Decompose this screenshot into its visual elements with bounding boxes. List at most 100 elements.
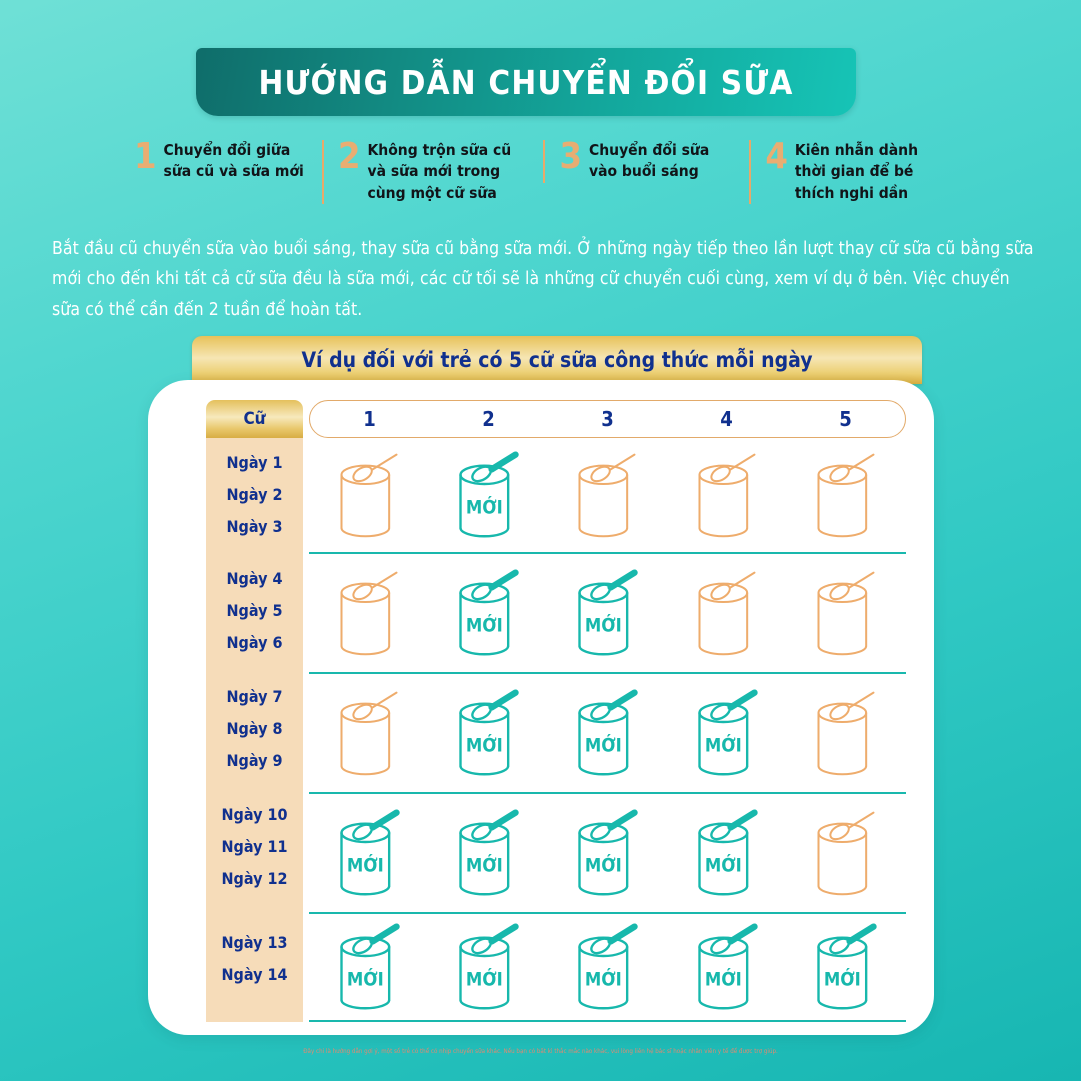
new-milk-can-icon: MỚI	[459, 809, 519, 896]
tip-number: 1	[134, 136, 157, 177]
can-cell-4: MỚI	[683, 683, 771, 783]
tip-text: Không trộn sữa cũ và sữa mới trong cùng …	[367, 141, 512, 202]
day-label: Ngày 13	[221, 933, 288, 952]
svg-text:MỚI: MỚI	[347, 968, 384, 990]
tip-3: 3 Chuyển đổi sữa vào buổi sáng	[543, 136, 749, 183]
footer-disclaimer: Đây chỉ là hướng dẫn gợi ý, một số trẻ c…	[303, 1048, 778, 1055]
tips-row: 1 Chuyển đổi giữa sữa cũ và sữa mới 2 Không…	[120, 136, 965, 205]
new-milk-can-icon: MỚI	[578, 923, 639, 1010]
example-banner-title: Ví dụ đối với trẻ có 5 cữ sữa công thức …	[301, 348, 813, 372]
can-cell-3	[563, 445, 651, 545]
old-milk-can-icon	[698, 571, 756, 656]
day-block: Ngày 1 Ngày 2 Ngày 3	[206, 438, 303, 552]
can-cell-1	[325, 445, 413, 545]
tip-1: 1 Chuyển đổi giữa sữa cũ và sữa mới	[120, 136, 322, 183]
old-milk-can-icon	[817, 811, 875, 896]
can-cell-2: MỚI	[444, 563, 532, 663]
tip-2: 2 Không trộn sữa cũ và sữa mới trong cùng…	[321, 136, 544, 205]
old-milk-can-icon	[578, 453, 636, 538]
day-label: Ngày 5	[226, 601, 283, 620]
day-block: Ngày 10 Ngày 11 Ngày 12	[206, 788, 303, 906]
day-block: Ngày 7 Ngày 8 Ngày 9	[206, 670, 303, 788]
can-cell-4	[683, 563, 771, 663]
old-milk-can-icon	[698, 453, 756, 538]
column-headers: 1 2 3 4 5	[309, 400, 906, 438]
day-label: Ngày 12	[221, 869, 288, 888]
can-cell-2: MỚI	[444, 445, 532, 545]
day-label: Ngày 8	[226, 719, 283, 738]
can-cell-5	[802, 563, 890, 663]
new-milk-can-icon: MỚI	[578, 809, 639, 896]
can-cell-1	[325, 683, 413, 783]
title-banner-bg: HƯỚNG DẪN CHUYỂN ĐỔI SỮA	[196, 48, 856, 116]
new-milk-can-icon: MỚI	[459, 689, 519, 776]
new-milk-can-icon: MỚI	[459, 451, 519, 538]
tip-number: 3	[559, 136, 582, 177]
svg-text:MỚI: MỚI	[824, 968, 861, 990]
day-label: Ngày 9	[226, 751, 283, 770]
table-header-row: Cữ 1 2 3 4 5	[206, 400, 906, 438]
can-cell-3: MỚI	[563, 917, 651, 1017]
can-row-block: MỚI MỚI MỚI MỚI MỚI	[309, 914, 906, 1022]
new-milk-can-icon: MỚI	[578, 689, 639, 776]
svg-text:MỚI: MỚI	[585, 968, 622, 990]
svg-text:MỚI: MỚI	[585, 734, 622, 756]
svg-text:MỚI: MỚI	[466, 968, 503, 990]
day-label: Ngày 4	[226, 569, 283, 588]
old-milk-can-icon	[817, 453, 875, 538]
can-row-block: MỚI MỚI MỚI MỚI	[309, 794, 906, 914]
can-cell-2: MỚI	[444, 803, 532, 903]
can-cell-5: MỚI	[802, 917, 890, 1017]
can-cell-5	[802, 803, 890, 903]
svg-text:MỚI: MỚI	[466, 614, 503, 636]
example-banner: Ví dụ đối với trẻ có 5 cữ sữa công thức …	[192, 336, 922, 384]
svg-text:MỚI: MỚI	[466, 734, 503, 756]
title-banner: HƯỚNG DẪN CHUYỂN ĐỔI SỮA	[196, 48, 856, 116]
can-cell-5	[802, 445, 890, 545]
tip-number: 4	[765, 136, 788, 177]
old-milk-can-icon	[817, 571, 875, 656]
can-cell-1	[325, 563, 413, 663]
day-label: Ngày 11	[221, 837, 288, 856]
can-cell-4: MỚI	[683, 803, 771, 903]
can-cell-3: MỚI	[563, 683, 651, 783]
svg-text:MỚI: MỚI	[466, 854, 503, 876]
new-milk-can-icon: MỚI	[817, 923, 877, 1010]
svg-text:MỚI: MỚI	[585, 854, 622, 876]
svg-text:MỚI: MỚI	[705, 968, 742, 990]
row-header-label-cell: Cữ	[206, 400, 303, 438]
can-row-block: MỚI MỚI	[309, 554, 906, 674]
can-cell-5	[802, 683, 890, 783]
day-label: Ngày 3	[226, 517, 283, 536]
tip-text: Kiên nhẫn dành thời gian để bé thích ngh…	[794, 141, 919, 202]
day-block: Ngày 13 Ngày 14	[206, 906, 303, 1012]
day-column: Ngày 1 Ngày 2 Ngày 3 Ngày 4 Ngày 5 Ngày 6 Ngày…	[206, 438, 303, 1022]
day-label: Ngày 7	[226, 687, 283, 706]
can-row-block: MỚI	[309, 438, 906, 554]
tip-4: 4 Kiên nhẫn dành thời gian để bé thích ng…	[749, 136, 965, 205]
old-milk-can-icon	[817, 691, 875, 776]
column-header-5: 5	[839, 407, 852, 431]
day-block: Ngày 4 Ngày 5 Ngày 6	[206, 552, 303, 670]
can-cell-1: MỚI	[325, 803, 413, 903]
column-header-4: 4	[720, 407, 733, 431]
tip-number: 2	[337, 136, 361, 177]
new-milk-can-icon: MỚI	[459, 923, 519, 1010]
new-milk-can-icon: MỚI	[578, 569, 639, 656]
page-title: HƯỚNG DẪN CHUYỂN ĐỔI SỮA	[258, 62, 794, 102]
day-label: Ngày 6	[226, 633, 283, 652]
old-milk-can-icon	[340, 691, 398, 776]
svg-text:MỚI: MỚI	[705, 854, 742, 876]
can-cell-1: MỚI	[325, 917, 413, 1017]
intro-paragraph: Bắt đầu cũ chuyển sữa vào buổi sáng, tha…	[52, 239, 1034, 320]
tip-text: Chuyển đổi sữa vào buổi sáng	[589, 141, 710, 181]
column-header-2: 2	[482, 407, 495, 431]
can-cell-3: MỚI	[563, 563, 651, 663]
table-body: Ngày 1 Ngày 2 Ngày 3 Ngày 4 Ngày 5 Ngày 6 Ngày…	[206, 438, 906, 1022]
old-milk-can-icon	[340, 571, 398, 656]
can-cell-3: MỚI	[563, 803, 651, 903]
can-cell-2: MỚI	[444, 917, 532, 1017]
new-milk-can-icon: MỚI	[339, 809, 400, 896]
